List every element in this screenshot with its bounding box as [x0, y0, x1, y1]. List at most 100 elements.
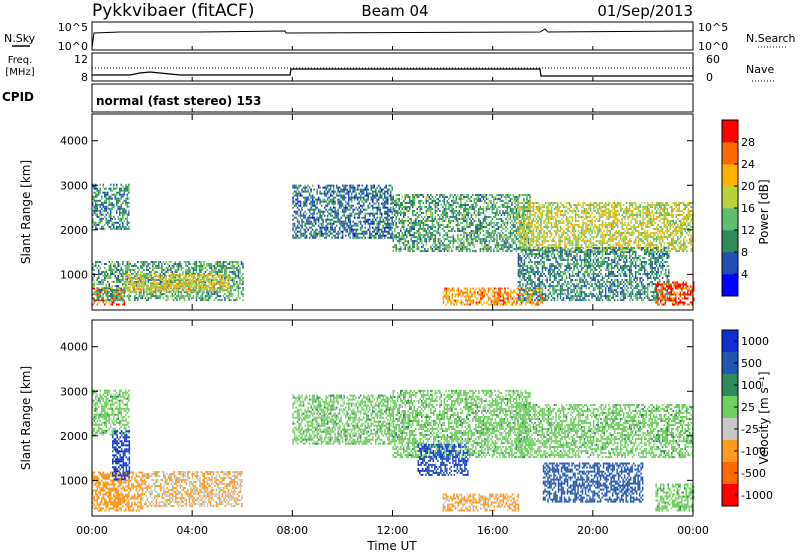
heatmap-cell: [387, 233, 389, 235]
heatmap-cell: [496, 238, 498, 240]
heatmap-cell: [468, 194, 470, 196]
heatmap-cell: [100, 267, 102, 269]
heatmap-cell: [182, 271, 184, 273]
heatmap-cell: [174, 278, 176, 280]
heatmap-cell: [312, 209, 314, 211]
heatmap-cell: [331, 203, 333, 205]
heatmap-cell: [472, 230, 474, 232]
heatmap-cell: [313, 225, 315, 227]
heatmap-cell: [95, 196, 97, 198]
heatmap-cell: [354, 189, 356, 191]
heatmap-cell: [397, 202, 399, 204]
heatmap-cell: [324, 211, 326, 213]
heatmap-cell: [238, 261, 240, 263]
heatmap-cell: [98, 291, 100, 293]
heatmap-cell: [372, 205, 374, 207]
heatmap-cell: [361, 207, 363, 209]
heatmap-cell: [510, 210, 512, 212]
heatmap-cell: [412, 244, 414, 246]
heatmap-cell: [110, 214, 112, 216]
heatmap-cell: [171, 274, 173, 276]
heatmap-cell: [128, 210, 130, 212]
heatmap-cell: [217, 261, 219, 263]
heatmap-cell: [318, 209, 320, 211]
heatmap-cell: [463, 212, 465, 214]
heatmap-cell: [242, 279, 244, 281]
heatmap-cell: [500, 304, 502, 306]
heatmap-cell: [400, 222, 402, 224]
heatmap-cell: [339, 227, 341, 229]
heatmap-cell: [471, 242, 473, 244]
heatmap-cell: [106, 271, 108, 273]
heatmap-cell: [384, 229, 386, 231]
heatmap-cell: [97, 208, 99, 210]
heatmap-cell: [513, 196, 515, 198]
heatmap-cell: [432, 214, 434, 216]
heatmap-cell: [397, 210, 399, 212]
heatmap-cell: [400, 246, 402, 248]
heatmap-cell: [101, 263, 103, 265]
heatmap-cell: [492, 204, 494, 206]
heatmap-cell: [495, 304, 497, 306]
heatmap-cell: [143, 286, 145, 288]
heatmap-cell: [432, 200, 434, 202]
heatmap-cell: [100, 283, 102, 285]
heatmap-cell: [106, 196, 108, 198]
heatmap-cell: [119, 263, 121, 265]
heatmap-cell: [493, 212, 495, 214]
heatmap-cell: [474, 206, 476, 208]
heatmap-cell: [232, 293, 234, 295]
heatmap-cell: [480, 198, 482, 200]
heatmap-cell: [156, 288, 158, 290]
heatmap-cell: [236, 261, 238, 263]
heatmap-cell: [301, 209, 303, 211]
heatmap-cell: [339, 207, 341, 209]
heatmap-cell: [115, 196, 117, 198]
heatmap-cell: [453, 300, 455, 302]
heatmap-cell: [106, 200, 108, 202]
heatmap-cell: [516, 208, 518, 210]
heatmap-cell: [298, 185, 300, 187]
heatmap-cell: [239, 267, 241, 269]
heatmap-cell: [218, 261, 220, 263]
heatmap-cell: [333, 221, 335, 223]
heatmap-cell: [501, 218, 503, 220]
heatmap-cell: [530, 302, 532, 304]
heatmap-cell: [232, 285, 234, 287]
heatmap-cell: [430, 214, 432, 216]
heatmap-cell: [346, 207, 348, 209]
heatmap-cell: [511, 204, 513, 206]
heatmap-cell: [487, 224, 489, 226]
heatmap-cell: [109, 299, 111, 301]
heatmap-cell: [203, 290, 205, 292]
heatmap-cell: [530, 242, 532, 244]
heatmap-cell: [171, 280, 173, 282]
heatmap-cell: [227, 282, 229, 284]
heatmap-cell: [217, 271, 219, 273]
heatmap-cell: [345, 231, 347, 233]
heatmap-cell: [429, 206, 431, 208]
heatmap-cell: [393, 216, 395, 218]
heatmap-cell: [460, 230, 462, 232]
heatmap-cell: [405, 206, 407, 208]
heatmap-cell: [525, 218, 527, 220]
heatmap-cell: [483, 220, 485, 222]
heatmap-cell: [387, 215, 389, 217]
heatmap-cell: [498, 222, 500, 224]
heatmap-cell: [177, 286, 179, 288]
heatmap-cell: [471, 214, 473, 216]
heatmap-cell: [236, 287, 238, 289]
heatmap-cell: [444, 196, 446, 198]
heatmap-cell: [377, 225, 379, 227]
heatmap-cell: [507, 250, 509, 252]
heatmap-cell: [355, 231, 357, 233]
heatmap-cell: [490, 250, 492, 252]
heatmap-cell: [119, 287, 121, 289]
heatmap-cell: [95, 226, 97, 228]
heatmap-cell: [148, 299, 150, 301]
heatmap-cell: [484, 234, 486, 236]
nsky-label: N.Sky: [4, 32, 36, 45]
heatmap-cell: [399, 204, 401, 206]
heatmap-cell: [144, 282, 146, 284]
heatmap-cell: [430, 210, 432, 212]
